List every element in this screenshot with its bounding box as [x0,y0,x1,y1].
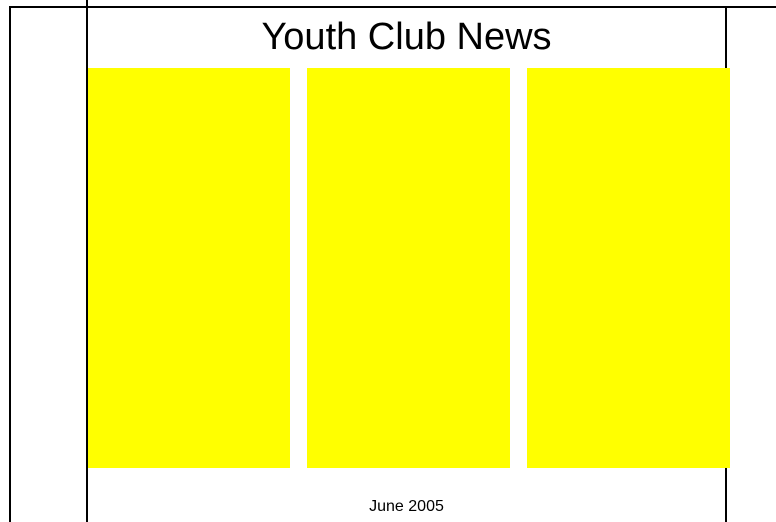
column-2 [307,68,510,468]
issue-date: June 2005 [369,498,444,515]
column-1 [88,68,290,468]
newsletter-title: Youth Club News [261,16,552,58]
column-3 [527,68,730,468]
left-margin-line [86,0,88,522]
page-frame [9,6,776,522]
